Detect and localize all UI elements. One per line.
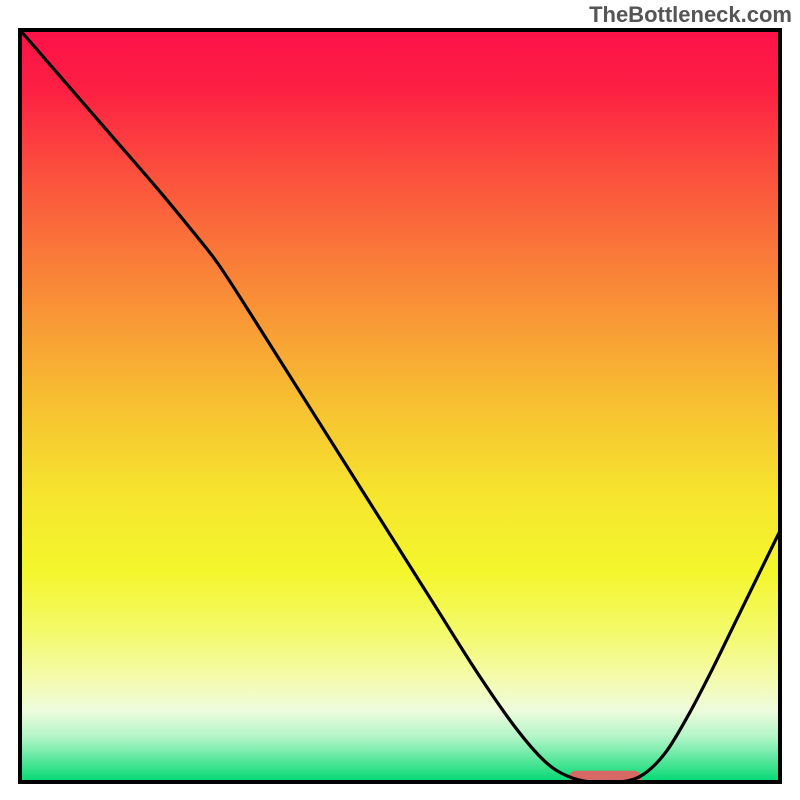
bottleneck-chart xyxy=(0,0,800,800)
plot-background xyxy=(20,30,780,782)
chart-container: TheBottleneck.com xyxy=(0,0,800,800)
watermark-text: TheBottleneck.com xyxy=(589,2,792,28)
